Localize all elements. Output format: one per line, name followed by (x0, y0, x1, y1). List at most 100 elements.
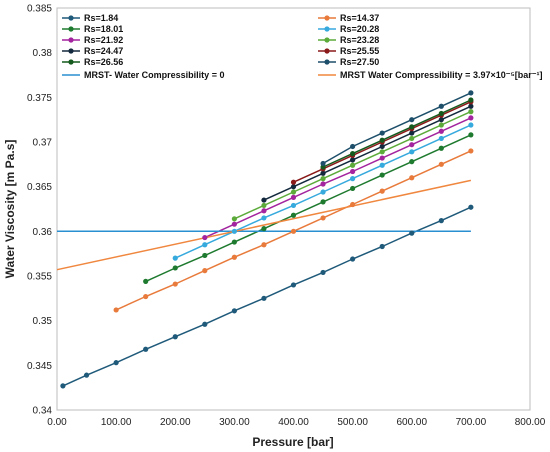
data-point (409, 175, 415, 181)
series-line-8 (322, 99, 472, 168)
data-point (172, 255, 178, 261)
data-point (290, 189, 297, 195)
x-tick-label: 0.00 (47, 417, 67, 428)
data-point (438, 117, 444, 123)
data-point (379, 188, 385, 194)
legend-label: Rs=24.47 (84, 46, 123, 56)
data-point (231, 228, 237, 234)
data-point (290, 194, 297, 200)
x-tick-label: 100.00 (101, 417, 132, 428)
data-point (409, 149, 415, 155)
data-point (261, 197, 267, 203)
legend-label: Rs=18.01 (84, 24, 123, 34)
data-point (409, 117, 415, 123)
data-point (143, 346, 149, 352)
y-tick-label: 0.34 (33, 406, 53, 417)
data-point (379, 143, 385, 150)
axes: 0.00 100.00 200.00 300.00 400.00 500.00 600.00… (27, 4, 546, 429)
data-point (143, 278, 149, 284)
data-point (320, 181, 326, 187)
y-tick-label: 0.38 (33, 48, 53, 59)
data-point (438, 122, 444, 128)
data-point (468, 148, 474, 154)
data-point (320, 215, 326, 221)
data-point (202, 321, 208, 327)
data-point (438, 103, 444, 109)
data-point (290, 228, 297, 234)
series-line-11 (56, 179, 472, 271)
data-point (409, 159, 415, 165)
x-tick-label: 400.00 (278, 417, 309, 428)
x-tick-label: 500.00 (337, 417, 368, 428)
data-point (468, 103, 474, 109)
data-point (320, 164, 326, 170)
data-point (231, 254, 237, 260)
data-point (379, 149, 385, 155)
data-point (320, 170, 326, 176)
data-point (350, 143, 356, 150)
data-point (261, 202, 267, 209)
data-point (261, 215, 267, 221)
data-point (379, 243, 385, 250)
data-point (409, 130, 415, 136)
data-point (350, 157, 356, 163)
data-point (468, 109, 474, 115)
data-point (231, 216, 237, 222)
legend-swatch-marker (68, 59, 74, 65)
data-point (172, 334, 178, 340)
legend-swatch-marker (324, 59, 330, 65)
data-point (468, 115, 474, 121)
legend-label: Rs=25.55 (340, 46, 379, 56)
data-point (438, 218, 444, 224)
data-point (468, 122, 474, 128)
data-point (261, 242, 267, 248)
y-tick-label: 0.355 (27, 272, 52, 283)
legend-label: MRST- Water Compressibility = 0 (84, 70, 224, 80)
y-tick-label: 0.345 (27, 361, 52, 372)
series-line-2 (145, 134, 472, 283)
data-point (113, 307, 119, 313)
plot-area-border (56, 7, 531, 411)
data-point (438, 110, 444, 117)
data-point (60, 383, 66, 389)
data-point (350, 168, 356, 175)
data-point (438, 135, 444, 142)
data-point (438, 161, 444, 167)
data-point (409, 230, 415, 236)
data-point (350, 201, 356, 208)
y-tick-label: 0.365 (27, 182, 52, 193)
data-point (320, 189, 326, 195)
x-tick-label: 300.00 (219, 417, 250, 428)
y-axis-title: Water Viscosity [m Pa.s] (3, 140, 17, 279)
y-tick-label: 0.36 (33, 227, 53, 238)
data-point (379, 162, 385, 168)
data-point (172, 281, 178, 287)
data-point (379, 130, 385, 136)
data-point (438, 145, 444, 151)
data-point (261, 208, 267, 214)
legend-label: Rs=26.56 (84, 57, 123, 67)
data-point (320, 176, 326, 182)
data-point (202, 234, 208, 241)
legend-label: Rs=23.28 (340, 35, 379, 45)
y-tick-label: 0.385 (27, 4, 52, 15)
data-point (468, 97, 474, 103)
x-axis-title: Pressure [bar] (252, 435, 333, 449)
data-point (83, 372, 90, 378)
legend-swatch-marker (68, 37, 74, 43)
x-tick-label: 600.00 (396, 417, 427, 428)
data-point (290, 179, 297, 185)
legend-label: Rs=27.50 (340, 57, 379, 67)
legend-swatch-marker (68, 48, 74, 54)
data-point (261, 295, 267, 301)
data-point (290, 282, 297, 288)
x-tick-label: 700.00 (456, 417, 487, 428)
data-point (379, 155, 385, 161)
legend-swatch-marker (68, 15, 74, 21)
data-point (350, 185, 356, 192)
data-point (468, 90, 474, 96)
legend-label: Rs=1.84 (84, 13, 118, 23)
y-tick-label: 0.375 (27, 93, 52, 104)
